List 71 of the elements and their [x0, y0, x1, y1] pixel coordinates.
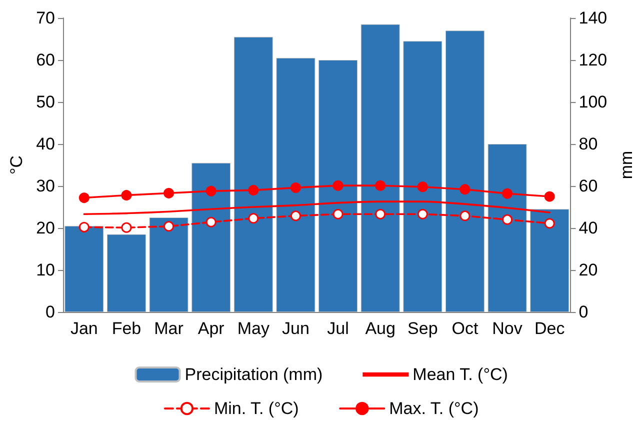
- y2-tick-label: 80: [578, 134, 598, 154]
- y-tick-label: 70: [36, 8, 55, 28]
- point: [290, 210, 301, 222]
- point: [290, 182, 301, 193]
- point: [121, 190, 132, 200]
- bar: [445, 30, 484, 312]
- y-axis-title: °C: [7, 155, 26, 175]
- x-tick-label: May: [237, 319, 270, 338]
- x-tick-label: Jul: [327, 319, 349, 338]
- legend-label: Min. T. (°C): [214, 399, 299, 418]
- point: [544, 218, 555, 229]
- bar: [107, 234, 146, 312]
- point: [164, 221, 174, 232]
- x-tick-label: Mar: [154, 319, 184, 338]
- point: [206, 186, 216, 196]
- x-tick-label: Sep: [408, 319, 438, 338]
- x-tick-label: Feb: [112, 319, 142, 338]
- legend-label: Precipitation (mm): [184, 365, 323, 384]
- point: [375, 180, 386, 191]
- y2-tick-label: 120: [578, 50, 608, 70]
- y2-tick-label: 0: [578, 302, 588, 322]
- bar: [403, 41, 442, 312]
- x-tick-label: Nov: [492, 319, 523, 338]
- line-series: [83, 200, 550, 216]
- point: [206, 216, 216, 228]
- y-tick-label: 20: [36, 218, 55, 238]
- bar: [149, 218, 188, 312]
- bar: [530, 209, 570, 312]
- point: [544, 191, 555, 202]
- bar: [318, 60, 358, 312]
- y2-tick-label: 140: [578, 8, 608, 28]
- y2-tick-label: 40: [578, 218, 598, 238]
- point: [78, 222, 90, 232]
- y-tick-label: 0: [46, 302, 55, 322]
- legend-label: Mean T. (°C): [412, 365, 508, 384]
- point: [78, 192, 90, 204]
- bar: [360, 24, 400, 312]
- point: [460, 210, 470, 222]
- x-tick-label: Aug: [365, 319, 396, 338]
- y2-tick-label: 100: [578, 92, 608, 112]
- bar: [234, 36, 273, 312]
- point: [164, 188, 174, 198]
- point: [121, 222, 132, 233]
- bar: [488, 144, 527, 312]
- bar: [276, 58, 316, 312]
- point: [417, 208, 428, 220]
- x-tick-label: Oct: [452, 319, 478, 338]
- y-tick-label: 40: [36, 134, 55, 154]
- point: [332, 180, 344, 191]
- y2-tick-label: 60: [578, 176, 598, 196]
- point: [417, 182, 428, 192]
- point: [375, 208, 386, 220]
- y2-axis-title: mm: [617, 150, 636, 180]
- y-tick-label: 30: [36, 176, 55, 196]
- x-tick-label: Jan: [70, 319, 98, 338]
- point: [248, 184, 259, 196]
- y-tick-label: 10: [36, 260, 55, 280]
- x-tick-label: Dec: [534, 319, 566, 338]
- point: [502, 188, 513, 199]
- bar: [64, 226, 104, 312]
- point: [460, 184, 470, 195]
- y-tick-label: 50: [36, 92, 55, 112]
- y2-tick-label: 20: [578, 260, 598, 280]
- bar: [192, 162, 231, 312]
- point: [248, 213, 259, 224]
- legend-label: Max. T. (°C): [389, 399, 479, 418]
- x-tick-label: Jun: [282, 319, 310, 338]
- x-tick-label: Apr: [198, 319, 225, 338]
- point: [332, 208, 344, 220]
- y-tick-label: 60: [36, 50, 55, 70]
- point: [502, 214, 513, 225]
